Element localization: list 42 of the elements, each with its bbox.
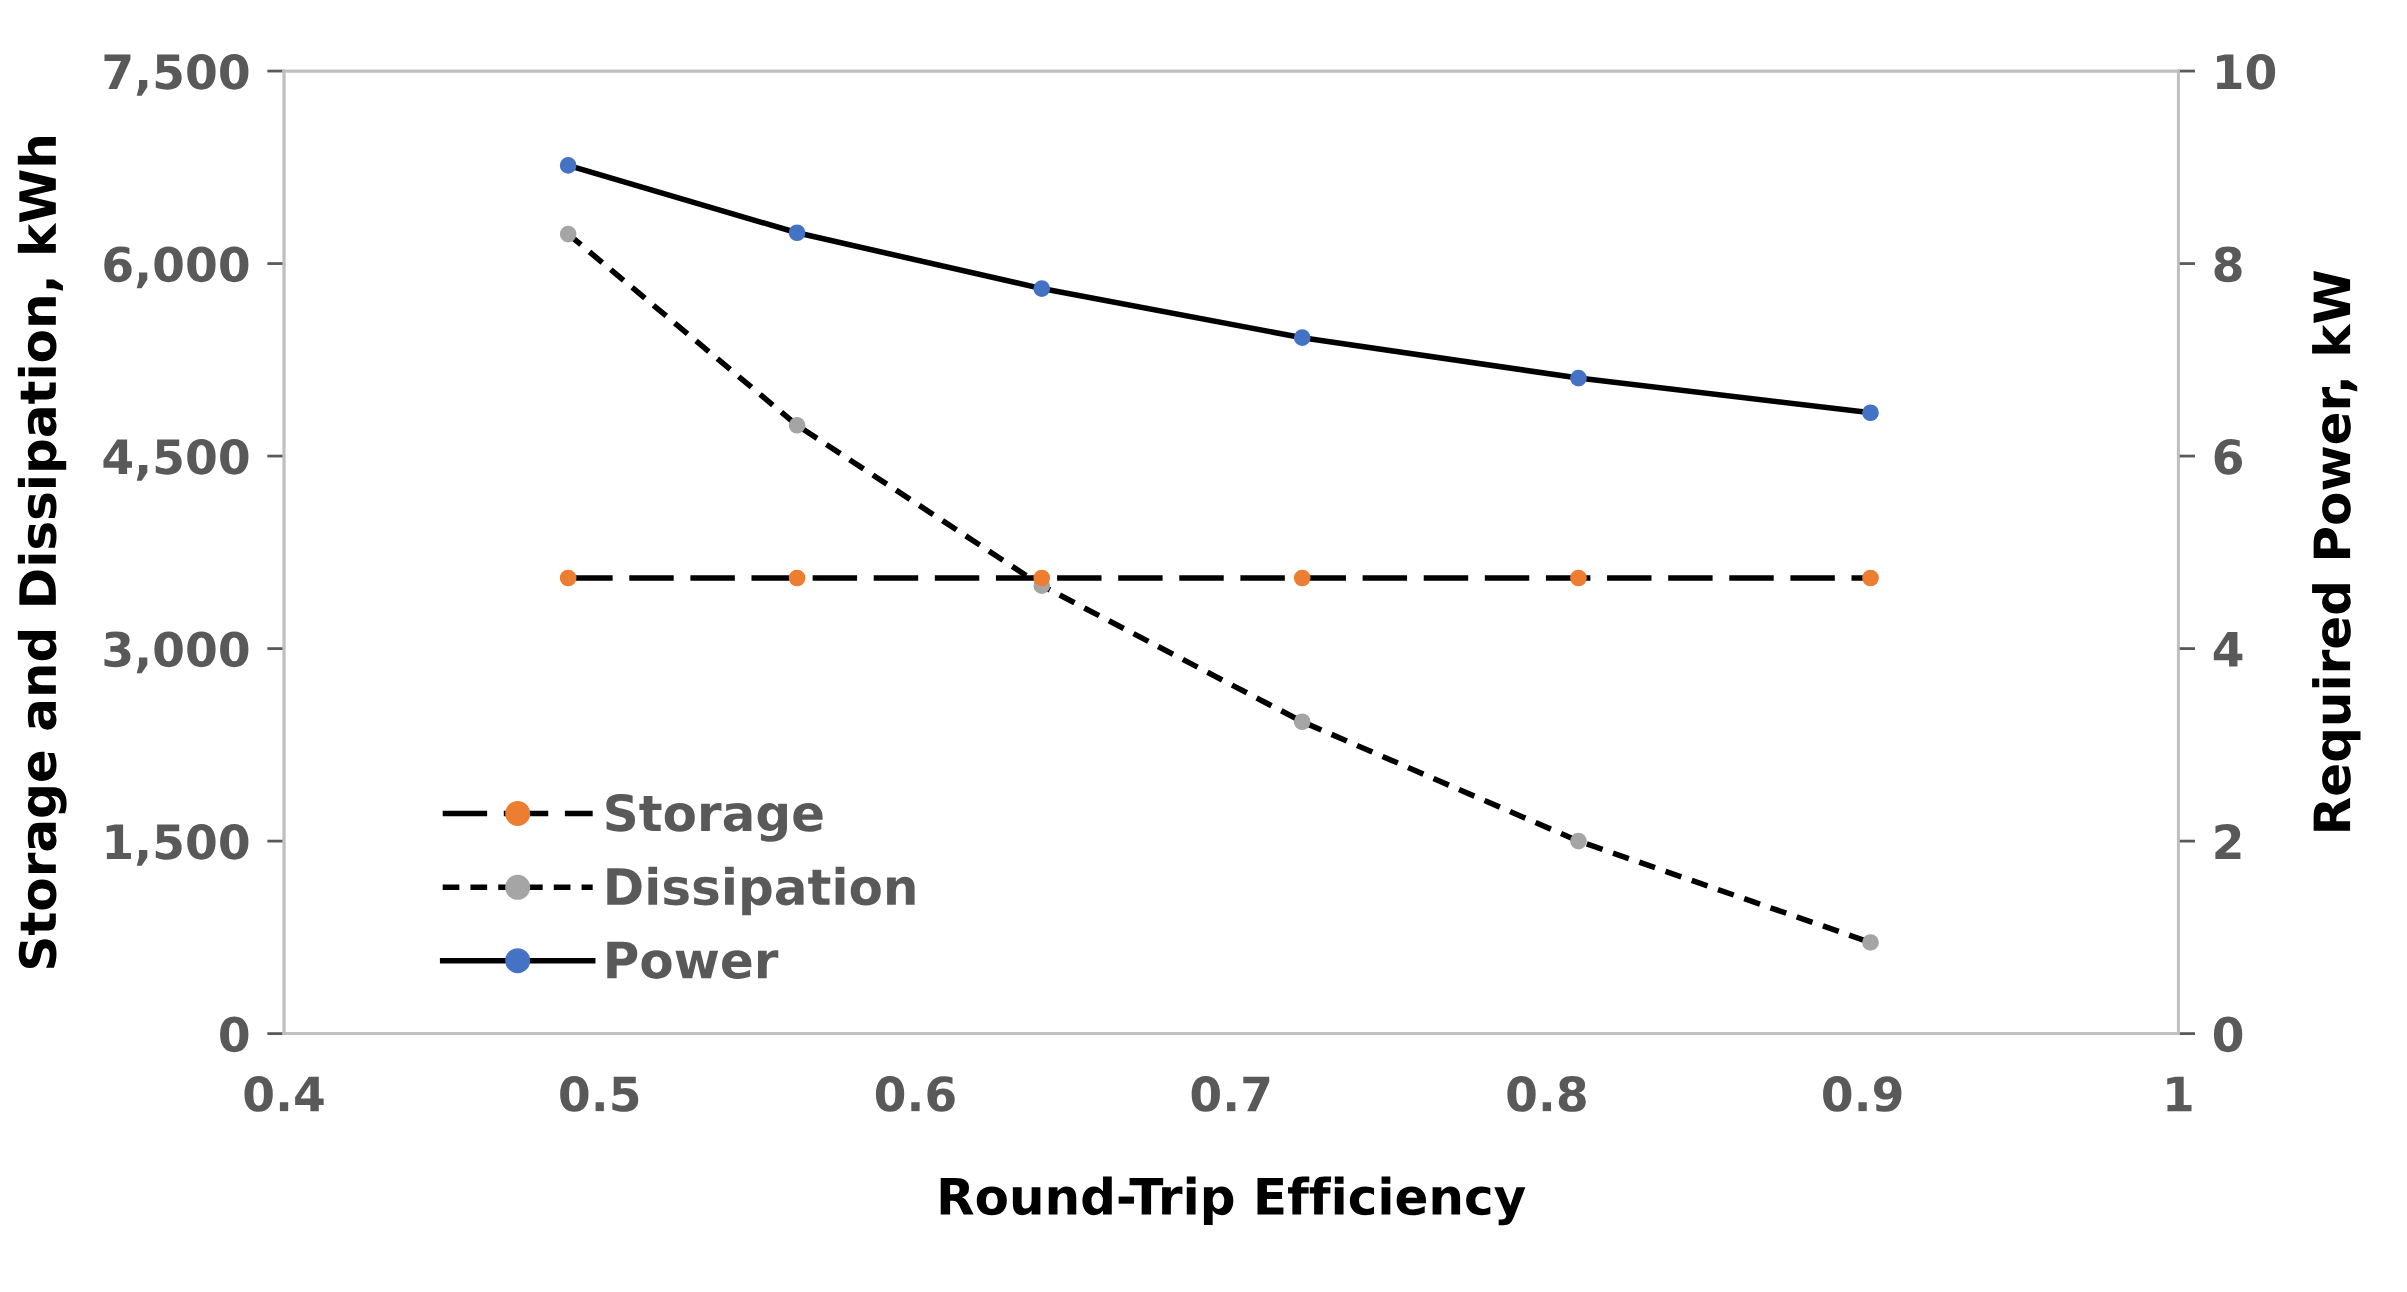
x-tick-label: 0.9 bbox=[1823, 1076, 1902, 1112]
point bbox=[559, 157, 577, 174]
x-tick-label: 0.4 bbox=[244, 1076, 324, 1112]
y2-tick-label: 0 bbox=[2213, 1016, 2243, 1053]
y-tick-label: 4,500 bbox=[103, 438, 249, 481]
point bbox=[1862, 934, 1879, 951]
point bbox=[1862, 404, 1879, 422]
point bbox=[1293, 713, 1311, 731]
point bbox=[1570, 369, 1587, 387]
y-axis-title: Storage and Dissipation, kWh bbox=[17, 136, 67, 968]
y2-tick-label: 6 bbox=[2214, 439, 2242, 475]
point bbox=[1570, 569, 1587, 587]
x-tick-label: 0.7 bbox=[1191, 1076, 1270, 1112]
y2-tick-label: 4 bbox=[2213, 632, 2243, 667]
y2-axis-title: Required Power, kW bbox=[2312, 270, 2361, 831]
x-tick-label: 0.6 bbox=[875, 1076, 955, 1112]
point bbox=[559, 569, 577, 587]
legend-label: Power bbox=[607, 941, 779, 979]
y-tick-label: 1,500 bbox=[106, 823, 249, 866]
point bbox=[1293, 329, 1311, 347]
legend-label: Storage bbox=[606, 793, 823, 842]
point bbox=[788, 416, 806, 434]
x-tick-label: 0.8 bbox=[1507, 1076, 1586, 1112]
point bbox=[1293, 569, 1311, 587]
y-tick-label: 6,000 bbox=[104, 246, 249, 289]
x-tick-label: 1 bbox=[2167, 1076, 2192, 1112]
point bbox=[788, 569, 806, 587]
y-tick-label: 7,500 bbox=[104, 53, 249, 96]
point bbox=[1033, 280, 1051, 297]
y2-tick-label: 10 bbox=[2217, 53, 2276, 90]
y2-tick-label: 2 bbox=[2215, 823, 2241, 860]
y-tick-label: 3,000 bbox=[104, 631, 249, 674]
point bbox=[788, 224, 806, 242]
point bbox=[559, 225, 577, 243]
point bbox=[1033, 569, 1051, 587]
y-tick-label: 0 bbox=[220, 1016, 249, 1053]
legend-label: Dissipation bbox=[607, 866, 915, 916]
point bbox=[1570, 832, 1587, 850]
x-axis-title: Round-Trip Efficiency bbox=[940, 1176, 1526, 1226]
x-tick-label: 0.5 bbox=[560, 1076, 639, 1112]
point bbox=[1862, 569, 1879, 587]
y2-tick-label: 8 bbox=[2214, 246, 2242, 283]
